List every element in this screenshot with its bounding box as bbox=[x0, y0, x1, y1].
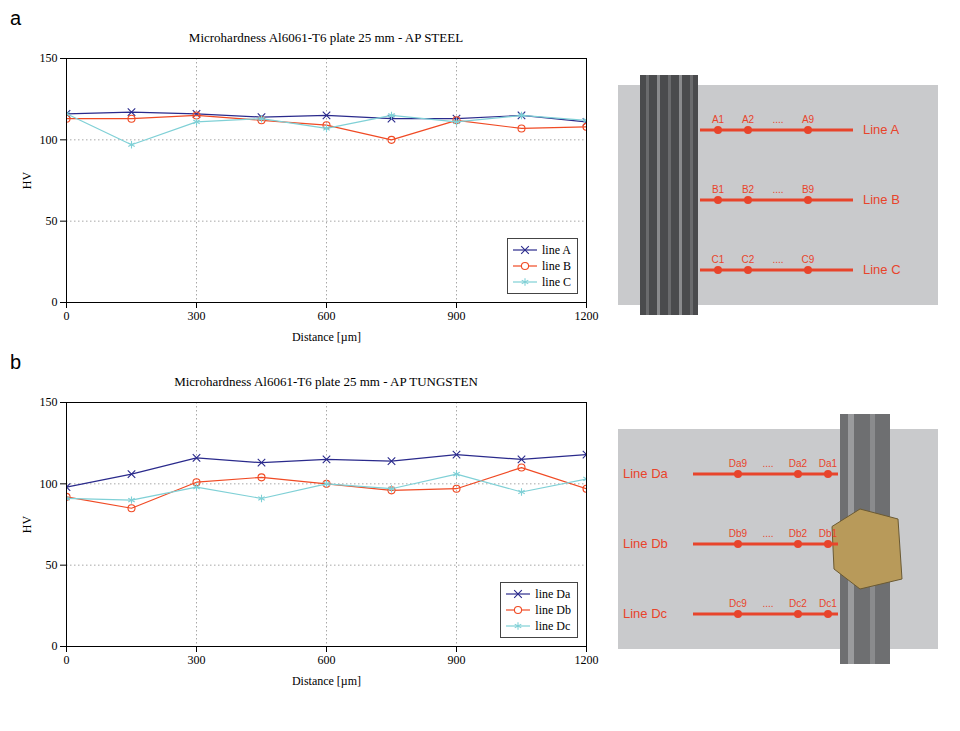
svg-text:Dc9: Dc9 bbox=[729, 598, 747, 609]
svg-text:Line Da: Line Da bbox=[623, 466, 669, 481]
svg-text:0: 0 bbox=[52, 295, 58, 309]
svg-text:Distance [µm]: Distance [µm] bbox=[292, 674, 361, 688]
svg-text:300: 300 bbox=[188, 653, 206, 667]
svg-text:Line Db: Line Db bbox=[623, 536, 668, 551]
svg-text:Distance [µm]: Distance [µm] bbox=[292, 330, 361, 344]
svg-text:C9: C9 bbox=[802, 254, 815, 265]
html-text:line A: line A bbox=[542, 242, 571, 257]
svg-text:A1: A1 bbox=[712, 114, 725, 125]
svg-text:HV: HV bbox=[20, 172, 34, 190]
svg-text:0: 0 bbox=[64, 653, 70, 667]
svg-text:A2: A2 bbox=[742, 114, 755, 125]
svg-text:HV: HV bbox=[20, 516, 34, 534]
svg-text:Line C: Line C bbox=[863, 262, 901, 277]
html-text:b: b bbox=[10, 351, 22, 373]
svg-text:50: 50 bbox=[46, 214, 58, 228]
svg-text:....: .... bbox=[762, 458, 773, 469]
svg-text:Line Dc: Line Dc bbox=[623, 606, 668, 621]
html-text:Microhardness Al6061-T6 plate: Microhardness Al6061-T6 plate 25 mm - AP… bbox=[188, 30, 464, 45]
svg-text:100: 100 bbox=[40, 477, 58, 491]
svg-text:900: 900 bbox=[448, 309, 466, 323]
html-text:line C: line C bbox=[542, 274, 571, 289]
svg-text:0: 0 bbox=[64, 309, 70, 323]
html-text:Microhardness Al6061-T6 plate: Microhardness Al6061-T6 plate 25 mm - AP… bbox=[174, 374, 478, 389]
svg-text:....: .... bbox=[772, 254, 783, 265]
html-text:line B: line B bbox=[542, 258, 571, 273]
svg-text:Line A: Line A bbox=[863, 122, 899, 137]
svg-text:C1: C1 bbox=[712, 254, 725, 265]
svg-text:300: 300 bbox=[188, 309, 206, 323]
svg-text:0: 0 bbox=[52, 639, 58, 653]
svg-text:900: 900 bbox=[448, 653, 466, 667]
html-text:line Db: line Db bbox=[535, 602, 571, 617]
svg-text:....: .... bbox=[762, 528, 773, 539]
svg-text:Line B: Line B bbox=[863, 192, 900, 207]
svg-text:B1: B1 bbox=[712, 184, 725, 195]
svg-text:Da1: Da1 bbox=[819, 458, 838, 469]
svg-text:150: 150 bbox=[40, 51, 58, 65]
html-text:a: a bbox=[10, 7, 22, 29]
svg-text:Db1: Db1 bbox=[819, 528, 838, 539]
html-text:line Dc: line Dc bbox=[535, 618, 571, 633]
svg-text:A9: A9 bbox=[802, 114, 815, 125]
svg-text:....: .... bbox=[772, 114, 783, 125]
svg-text:C2: C2 bbox=[742, 254, 755, 265]
svg-text:150: 150 bbox=[40, 395, 58, 409]
svg-text:....: .... bbox=[762, 598, 773, 609]
svg-text:1200: 1200 bbox=[575, 309, 599, 323]
svg-text:Dc1: Dc1 bbox=[819, 598, 837, 609]
svg-text:Da2: Da2 bbox=[789, 458, 808, 469]
svg-text:Dc2: Dc2 bbox=[789, 598, 807, 609]
svg-text:50: 50 bbox=[46, 558, 58, 572]
svg-text:Db9: Db9 bbox=[729, 528, 748, 539]
svg-text:600: 600 bbox=[318, 653, 336, 667]
svg-text:1200: 1200 bbox=[575, 653, 599, 667]
svg-text:....: .... bbox=[772, 184, 783, 195]
svg-text:600: 600 bbox=[318, 309, 336, 323]
svg-text:Db2: Db2 bbox=[789, 528, 808, 539]
svg-text:100: 100 bbox=[40, 133, 58, 147]
html-text:line Da: line Da bbox=[535, 586, 571, 601]
svg-text:B9: B9 bbox=[802, 184, 815, 195]
svg-text:Da9: Da9 bbox=[729, 458, 748, 469]
svg-text:B2: B2 bbox=[742, 184, 755, 195]
